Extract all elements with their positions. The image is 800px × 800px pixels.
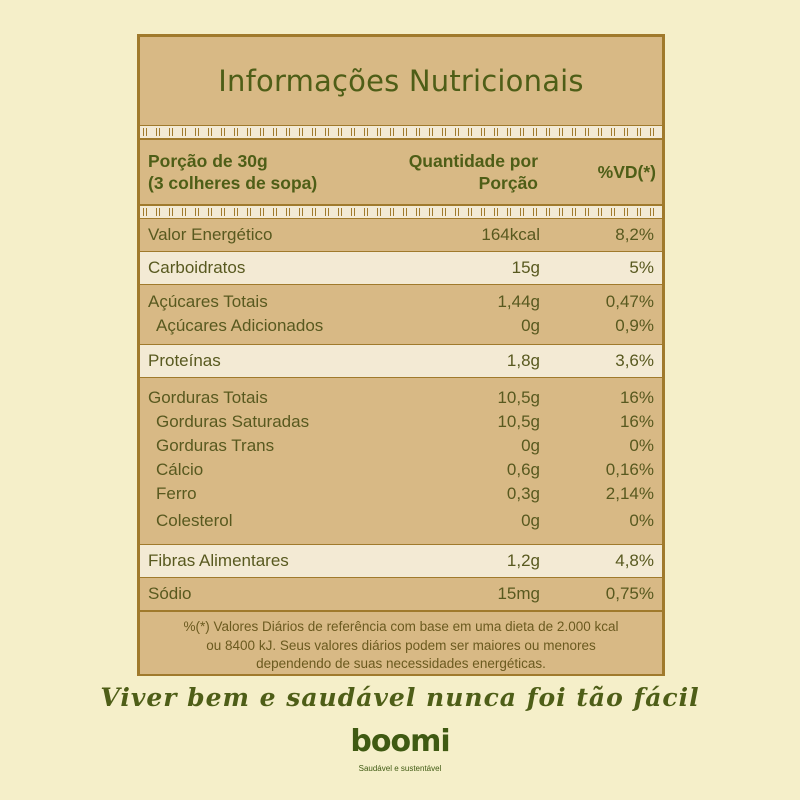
nutrient-quantity: 1,44g xyxy=(497,292,540,311)
nutrient-vd: 0,75% xyxy=(605,584,654,603)
nutrient-vd: 0,9% xyxy=(615,316,654,335)
nutrient-group: Proteínas 1,8g 3,6% xyxy=(140,345,662,378)
tagline: Viver bem e saudável nunca foi tão fácil xyxy=(100,683,700,712)
nutrient-quantity: 10,5g xyxy=(497,412,540,431)
table-row: Ferro 0,3g 2,14% xyxy=(140,482,662,506)
nutrient-vd: 5% xyxy=(629,258,654,277)
nutrient-name: Açúcares Totais xyxy=(148,292,268,311)
table-row: Proteínas 1,8g 3,6% xyxy=(140,349,662,373)
title-band: Informações Nutricionais xyxy=(140,37,662,125)
page-title: Informações Nutricionais xyxy=(218,64,584,98)
header-portion-line2: (3 colheres de sopa) xyxy=(148,173,318,193)
footnote: %(*) Valores Diários de referência com b… xyxy=(140,611,662,674)
table-header: Porção de 30g (3 colheres de sopa) Quant… xyxy=(140,139,662,205)
nutrient-group: Açúcares Totais 1,44g 0,47% Açúcares Adicio… xyxy=(140,285,662,345)
nutrient-vd: 8,2% xyxy=(615,225,654,244)
nutrient-quantity: 10,5g xyxy=(497,388,540,407)
logo-subtitle: Saudável e sustentável xyxy=(358,764,442,773)
nutrient-vd: 16% xyxy=(619,412,654,431)
table-row: Açúcares Totais 1,44g 0,47% xyxy=(140,290,662,314)
nutrient-name: Proteínas xyxy=(148,351,221,370)
header-vd: %VD(*) xyxy=(597,162,656,182)
nutrient-name: Carboidratos xyxy=(148,258,246,277)
nutrient-vd: 4,8% xyxy=(615,551,654,570)
nutrient-vd: 0,16% xyxy=(605,460,654,479)
nutrient-quantity: 0g xyxy=(521,511,540,530)
table-row: Cálcio 0,6g 0,16% xyxy=(140,458,662,482)
nutrient-group: Valor Energético 164kcal 8,2% xyxy=(140,219,662,252)
table-row: Fibras Alimentares 1,2g 4,8% xyxy=(140,549,662,573)
nutrient-group: Sódio 15mg 0,75% xyxy=(140,578,662,611)
table-row: Gorduras Trans 0g 0% xyxy=(140,434,662,458)
nutrient-quantity: 1,2g xyxy=(506,551,540,570)
nutrient-quantity: 15mg xyxy=(497,584,540,603)
nutrient-vd: 3,6% xyxy=(615,351,654,370)
nutrient-name: Fibras Alimentares xyxy=(148,551,289,570)
nutrient-quantity: 0g xyxy=(521,436,540,455)
nutrient-quantity: 0g xyxy=(521,316,540,335)
brand-logo: boomi Saudável e sustentável xyxy=(350,722,450,782)
header-quantity-line2: Porção xyxy=(478,173,538,193)
decorative-pattern-bottom xyxy=(140,205,662,219)
nutrient-table: Valor Energético 164kcal 8,2% Carboidratos 1… xyxy=(140,219,662,611)
table-row: Gorduras Saturadas 10,5g 16% xyxy=(140,410,662,434)
nutrient-quantity: 0,6g xyxy=(506,460,540,479)
nutrient-name: Valor Energético xyxy=(148,225,273,244)
nutrient-group: Carboidratos 15g 5% xyxy=(140,252,662,285)
nutrient-quantity: 164kcal xyxy=(481,225,540,244)
table-row: Colesterol 0g 0% xyxy=(140,506,662,536)
nutrient-quantity: 1,8g xyxy=(506,351,540,370)
table-row: Açúcares Adicionados 0g 0,9% xyxy=(140,314,662,338)
nutrient-name: Colesterol xyxy=(156,511,233,530)
nutrient-name: Gorduras Totais xyxy=(148,388,268,407)
footnote-line: dependendo de suas necessidades energéti… xyxy=(256,656,546,671)
nutrient-vd: 0,47% xyxy=(605,292,654,311)
decorative-pattern-top xyxy=(140,125,662,139)
nutrient-name: Cálcio xyxy=(156,460,204,479)
nutrient-quantity: 15g xyxy=(511,258,540,277)
table-row: Sódio 15mg 0,75% xyxy=(140,582,662,606)
nutrient-vd: 2,14% xyxy=(605,484,654,503)
nutrient-vd: 0% xyxy=(629,436,654,455)
nutrient-quantity: 0,3g xyxy=(506,484,540,503)
nutrition-facts-panel: Informações Nutricionais Porção de 30g (… xyxy=(137,34,665,676)
nutrient-vd: 16% xyxy=(619,388,654,407)
nutrient-group: Fibras Alimentares 1,2g 4,8% xyxy=(140,545,662,578)
header-quantity: Quantidade por Porção xyxy=(375,150,538,194)
table-row: Carboidratos 15g 5% xyxy=(140,256,662,280)
footnote-line: ou 8400 kJ. Seus valores diários podem s… xyxy=(206,637,596,653)
logo-word: boomi xyxy=(350,724,450,759)
table-row: Gorduras Totais 10,5g 16% xyxy=(140,386,662,410)
header-portion-line1: Porção de 30g xyxy=(148,151,268,171)
table-row: Valor Energético 164kcal 8,2% xyxy=(140,223,662,247)
header-quantity-line1: Quantidade por xyxy=(408,151,538,171)
nutrient-name: Gorduras Trans xyxy=(156,436,275,455)
header-portion: Porção de 30g (3 colheres de sopa) xyxy=(140,150,375,194)
nutrient-name: Açúcares Adicionados xyxy=(156,316,324,335)
nutrient-name: Sódio xyxy=(148,584,192,603)
nutrient-vd: 0% xyxy=(629,511,654,530)
nutrient-name: Ferro xyxy=(156,484,197,503)
nutrient-group: Gorduras Totais 10,5g 16% Gorduras Saturada… xyxy=(140,378,662,545)
footnote-line: %(*) Valores Diários de referência com b… xyxy=(183,619,619,634)
nutrient-name: Gorduras Saturadas xyxy=(156,412,310,431)
